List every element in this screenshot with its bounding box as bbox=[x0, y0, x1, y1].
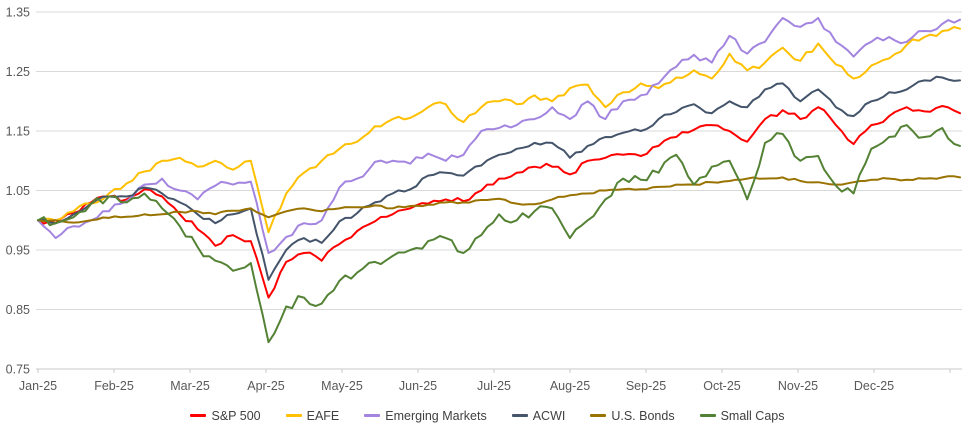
y-axis-label-0.75: 0.75 bbox=[6, 363, 30, 377]
legend-item-eafe: EAFE bbox=[285, 408, 340, 423]
legend-item-acwi: ACWI bbox=[511, 408, 566, 423]
x-axis-label-Feb-25: Feb-25 bbox=[94, 379, 134, 393]
x-axis-label-Oct-25: Oct-25 bbox=[703, 379, 741, 393]
series-line-acwi bbox=[37, 75, 961, 281]
legend-item-u-s-bonds: U.S. Bonds bbox=[590, 408, 675, 423]
x-axis-label-Jun-25: Jun-25 bbox=[399, 379, 437, 393]
y-axis-label-0.95: 0.95 bbox=[6, 244, 30, 258]
y-axis-label-1.05: 1.05 bbox=[6, 184, 30, 198]
chart-legend: S&P 500 EAFE Emerging Markets ACWI U.S. Bond… bbox=[0, 408, 975, 423]
x-axis-label-Mar-25: Mar-25 bbox=[170, 379, 210, 393]
series-line-u-s-bonds bbox=[37, 175, 961, 224]
legend-label-acwi: ACWI bbox=[532, 408, 566, 423]
legend-label-eafe: EAFE bbox=[306, 408, 340, 423]
x-axis-label-Aug-25: Aug-25 bbox=[550, 379, 590, 393]
legend-label-small-caps: Small Caps bbox=[720, 408, 785, 423]
series-line-small-caps bbox=[37, 124, 961, 344]
legend-swatch-u-s-bonds bbox=[590, 414, 607, 418]
legend-swatch-eafe bbox=[285, 414, 302, 418]
x-axis-label-Apr-25: Apr-25 bbox=[247, 379, 285, 393]
x-axis-label-Jan-25: Jan-25 bbox=[19, 379, 57, 393]
legend-item-emerging-markets: Emerging Markets bbox=[364, 408, 487, 423]
x-axis-label-Sep-25: Sep-25 bbox=[626, 379, 666, 393]
legend-item-small-caps: Small Caps bbox=[699, 408, 785, 423]
legend-label-emerging-markets: Emerging Markets bbox=[385, 408, 487, 423]
legend-label-s-p-500: S&P 500 bbox=[211, 408, 261, 423]
legend-swatch-acwi bbox=[511, 414, 528, 418]
legend-item-s-p-500: S&P 500 bbox=[190, 408, 261, 423]
x-axis-label-May-25: May-25 bbox=[321, 379, 363, 393]
series-line-eafe bbox=[37, 26, 961, 234]
legend-swatch-s-p-500 bbox=[190, 414, 207, 418]
series-line-emerging-markets bbox=[37, 17, 961, 254]
legend-swatch-emerging-markets bbox=[364, 414, 381, 418]
x-axis-label-Jul-25: Jul-25 bbox=[477, 379, 511, 393]
y-axis-label-1.25: 1.25 bbox=[6, 65, 30, 79]
legend-swatch-small-caps bbox=[699, 414, 716, 418]
x-axis-label-Nov-25: Nov-25 bbox=[778, 379, 818, 393]
y-axis-label-0.85: 0.85 bbox=[6, 303, 30, 317]
x-axis-label-Dec-25: Dec-25 bbox=[854, 379, 894, 393]
performance-chart-canvas: 1.35 1.25 1.15 1.05 0.95 0.85 0.75 Jan-25 Feb-25… bbox=[6, 6, 962, 393]
y-axis-label-1.35: 1.35 bbox=[6, 6, 30, 20]
series-line-s-p-500 bbox=[37, 105, 961, 299]
legend-label-u-s-bonds: U.S. Bonds bbox=[611, 408, 675, 423]
y-axis-label-1.15: 1.15 bbox=[6, 125, 30, 139]
